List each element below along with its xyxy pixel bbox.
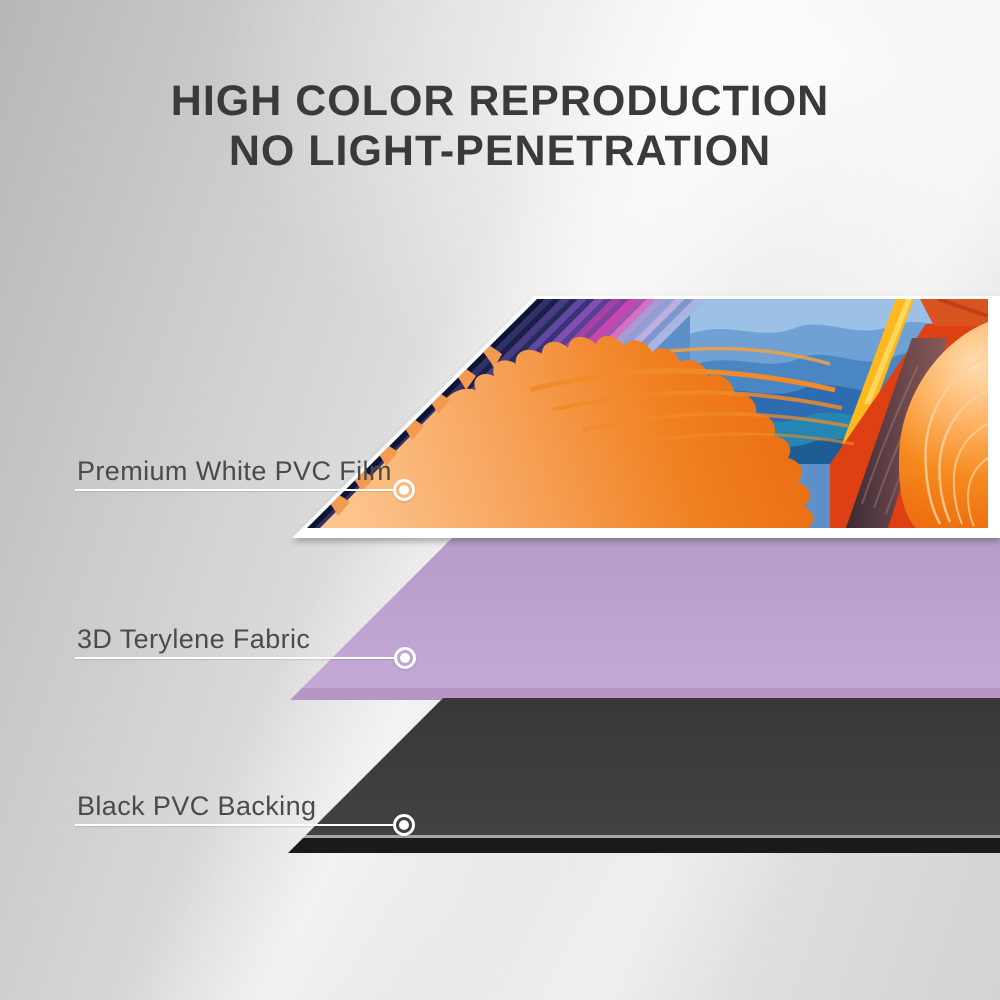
fabric-label: 3D Terylene Fabric — [77, 624, 311, 654]
backing-marker-dot — [393, 814, 415, 836]
print-yellow-streak — [842, 299, 914, 444]
film-label: Premium White PVC Film — [77, 456, 392, 486]
backing-label: Black PVC Backing — [77, 791, 317, 821]
film-marker-dot — [393, 479, 415, 501]
title-line-1: HIGH COLOR REPRODUCTION — [170, 77, 830, 125]
print-orange-dune — [898, 322, 988, 528]
film-leader-line — [75, 489, 393, 491]
backing-leader-line — [75, 824, 393, 826]
film-layer-artwork — [292, 296, 1000, 538]
page-title: HIGH COLOR REPRODUCTION NO LIGHT-PENETRA… — [0, 76, 1000, 176]
title-line-2: NO LIGHT-PENETRATION — [228, 127, 772, 175]
fabric-leader-line — [75, 657, 394, 659]
fabric-marker-dot — [394, 647, 416, 669]
film-print — [307, 299, 988, 528]
